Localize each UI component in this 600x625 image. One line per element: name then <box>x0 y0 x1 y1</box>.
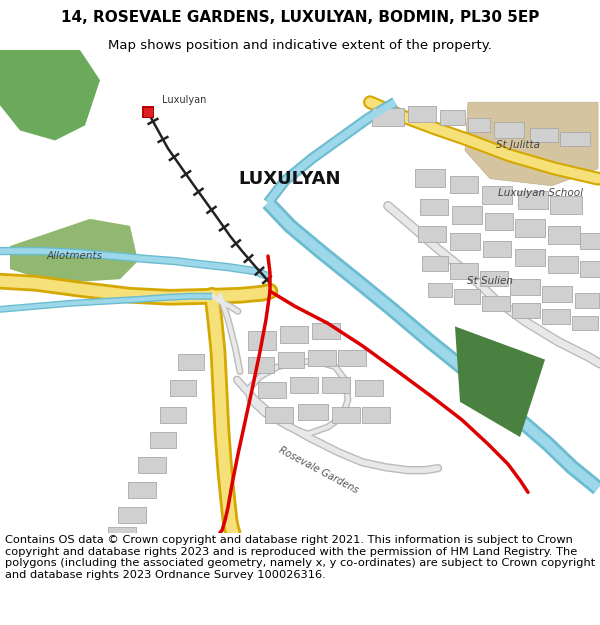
Text: 14, ROSEVALE GARDENS, LUXULYAN, BODMIN, PL30 5EP: 14, ROSEVALE GARDENS, LUXULYAN, BODMIN, … <box>61 10 539 25</box>
Bar <box>128 482 156 498</box>
Bar <box>542 309 570 324</box>
Bar <box>580 261 600 277</box>
Bar <box>372 108 404 126</box>
Bar <box>482 296 510 311</box>
Bar <box>278 351 304 368</box>
Bar <box>548 256 578 273</box>
Bar <box>518 191 548 209</box>
Bar <box>298 404 328 420</box>
Bar <box>258 382 286 398</box>
Text: Luxulyan School: Luxulyan School <box>497 188 583 198</box>
Polygon shape <box>0 50 100 141</box>
Bar <box>480 271 508 286</box>
Bar <box>452 206 482 224</box>
Text: Luxulyan: Luxulyan <box>162 95 206 105</box>
Bar <box>468 118 490 132</box>
Bar <box>494 122 524 139</box>
Bar <box>450 176 478 192</box>
Bar <box>322 377 350 392</box>
Polygon shape <box>455 326 545 437</box>
Bar <box>515 219 545 237</box>
Bar <box>428 283 452 298</box>
Bar <box>482 186 512 204</box>
Bar <box>512 303 540 318</box>
Bar <box>542 286 572 302</box>
Text: LUXULYAN: LUXULYAN <box>239 169 341 187</box>
Bar <box>248 357 274 372</box>
Bar <box>420 199 448 215</box>
Bar <box>280 326 308 342</box>
Bar <box>178 354 204 369</box>
Bar <box>572 316 598 331</box>
Bar <box>248 331 276 349</box>
Bar <box>108 528 136 541</box>
Text: Map shows position and indicative extent of the property.: Map shows position and indicative extent… <box>108 39 492 52</box>
Text: Allotments: Allotments <box>47 251 103 261</box>
Polygon shape <box>10 219 138 283</box>
Bar <box>450 263 478 279</box>
Bar <box>575 293 599 308</box>
Bar <box>450 233 480 250</box>
Bar <box>118 508 146 524</box>
Bar <box>550 196 582 214</box>
Bar <box>530 128 558 142</box>
Bar <box>440 110 465 126</box>
Bar <box>483 241 511 257</box>
Text: Contains OS data © Crown copyright and database right 2021. This information is : Contains OS data © Crown copyright and d… <box>5 535 595 580</box>
Bar <box>265 407 293 423</box>
Text: St Julitta: St Julitta <box>496 141 540 151</box>
Bar <box>338 349 366 366</box>
Text: Rosevale Gardens: Rosevale Gardens <box>277 445 359 496</box>
Bar <box>160 407 186 423</box>
Bar <box>515 249 545 266</box>
Bar <box>290 377 318 392</box>
Bar <box>138 457 166 473</box>
Bar <box>485 213 513 230</box>
Bar <box>362 407 390 423</box>
Bar <box>548 226 580 244</box>
Polygon shape <box>465 102 598 186</box>
Bar <box>170 380 196 396</box>
Bar <box>580 233 600 249</box>
Bar <box>422 256 448 271</box>
Bar <box>408 106 436 123</box>
Bar <box>312 323 340 339</box>
Bar <box>355 380 383 396</box>
Bar <box>415 169 445 187</box>
Bar <box>454 289 480 304</box>
Bar <box>150 432 176 448</box>
Bar <box>510 279 540 295</box>
Bar <box>308 349 336 366</box>
Text: St Sulien: St Sulien <box>467 276 513 286</box>
Bar <box>418 226 446 242</box>
Bar <box>560 132 590 146</box>
Bar <box>332 407 360 423</box>
